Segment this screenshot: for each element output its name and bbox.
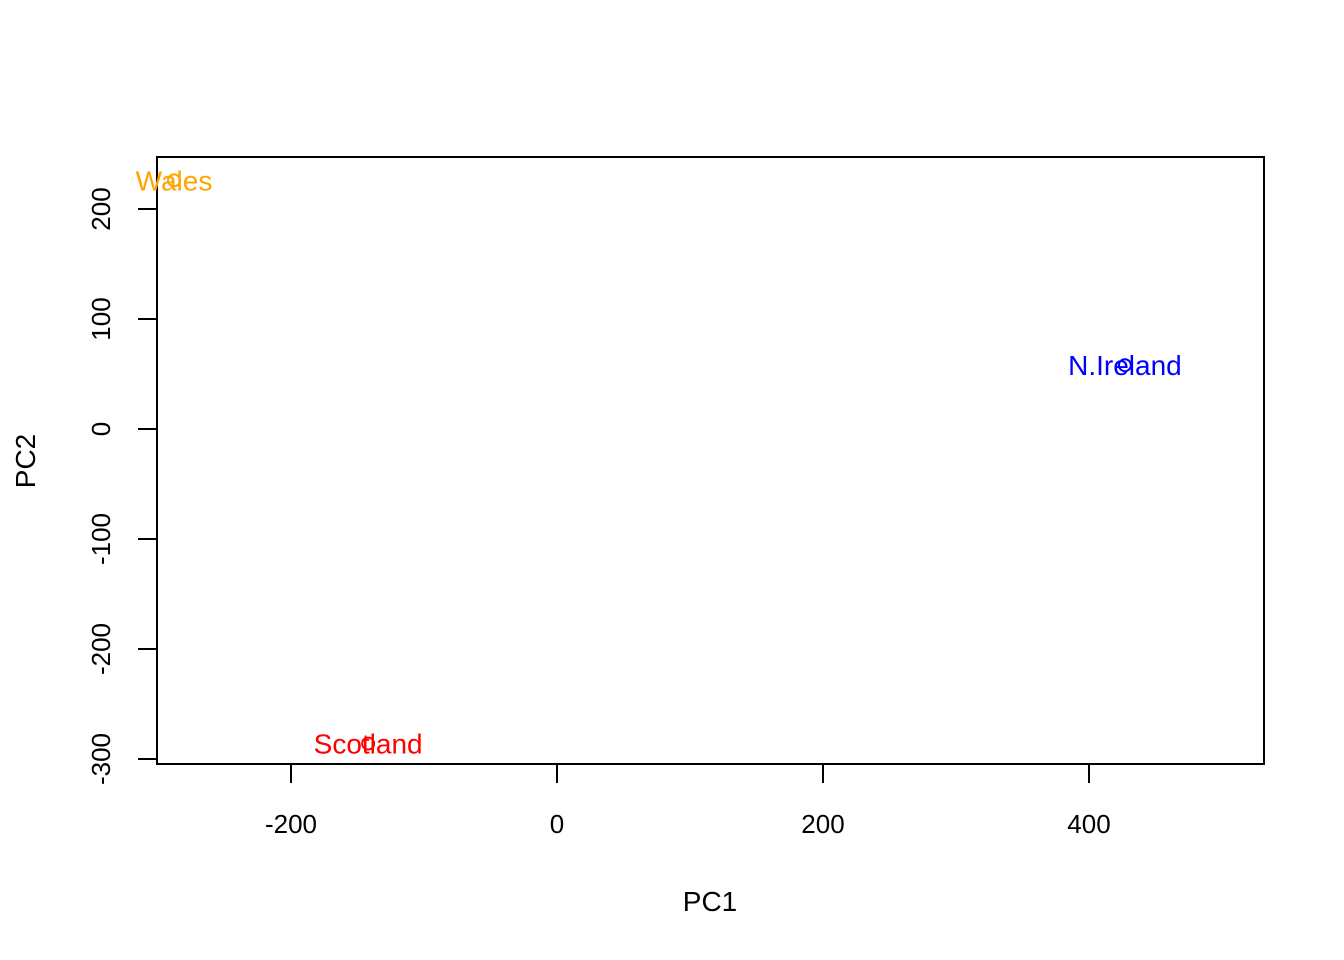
data-point-marker bbox=[361, 736, 376, 751]
x-tick-label: -200 bbox=[265, 809, 317, 839]
x-axis: -200 0 200 400 bbox=[265, 763, 1111, 839]
plot-frame bbox=[156, 156, 1265, 765]
y-axis: -300 -200 -100 0 100 200 bbox=[86, 187, 158, 785]
y-axis-title: PC2 bbox=[10, 434, 41, 488]
x-tick-label: 0 bbox=[550, 809, 564, 839]
x-tick-label: 400 bbox=[1067, 809, 1110, 839]
x-axis-title: PC1 bbox=[683, 886, 737, 917]
y-tick-label: 0 bbox=[86, 422, 116, 436]
y-tick-label: 200 bbox=[86, 187, 116, 230]
y-tick-label: -200 bbox=[86, 623, 116, 675]
data-point-label: Scotland bbox=[314, 729, 423, 760]
data-points: Wales Scotland N.Ireland bbox=[136, 165, 1182, 759]
data-point-label: Wales bbox=[136, 165, 213, 196]
x-tick-label: 200 bbox=[801, 809, 844, 839]
y-tick-label: 100 bbox=[86, 297, 116, 340]
y-tick-label: -300 bbox=[86, 733, 116, 785]
data-point-marker bbox=[166, 173, 181, 188]
y-tick-label: -100 bbox=[86, 513, 116, 565]
data-point-label: N.Ireland bbox=[1068, 350, 1182, 381]
data-point-marker bbox=[1117, 358, 1132, 373]
